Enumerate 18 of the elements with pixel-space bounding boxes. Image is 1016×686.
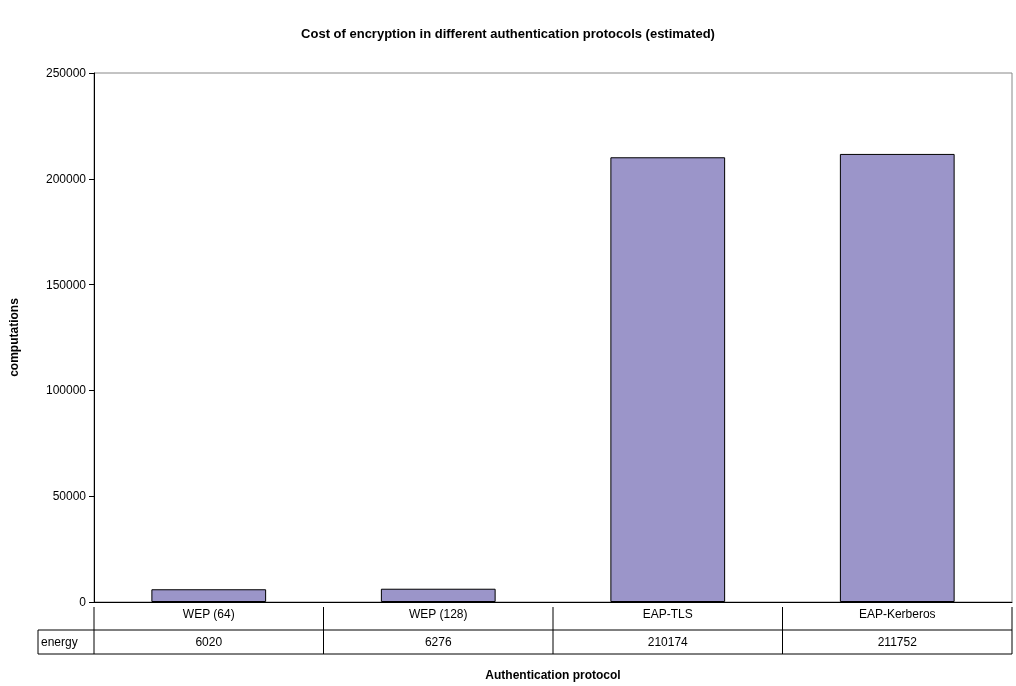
- x-axis-title: Authentication protocol: [485, 668, 621, 682]
- data-label: 211752: [877, 635, 918, 649]
- y-tick-label: 50000: [52, 489, 87, 504]
- y-axis-title: computations: [7, 297, 21, 377]
- data-label: 210174: [647, 635, 689, 649]
- y-tick-label: 150000: [45, 277, 87, 292]
- x-tick-label: WEP (128): [409, 607, 468, 621]
- x-tick-label: WEP (64): [182, 607, 235, 621]
- y-tick-label: 250000: [45, 66, 87, 80]
- chart-title: Cost of encryption in different authentication protocols (estimated): [301, 26, 715, 41]
- x-tick-label: EAP-TLS: [642, 607, 693, 621]
- y-tick-label: 200000: [45, 171, 87, 186]
- x-tick-label: EAP-Kerberos: [858, 607, 936, 621]
- data-label: 6020: [195, 635, 223, 649]
- legend-label: energy: [41, 635, 78, 649]
- y-tick-label: 100000: [45, 383, 87, 398]
- y-tick-label: 0: [79, 595, 87, 609]
- data-label: 6276: [424, 635, 452, 649]
